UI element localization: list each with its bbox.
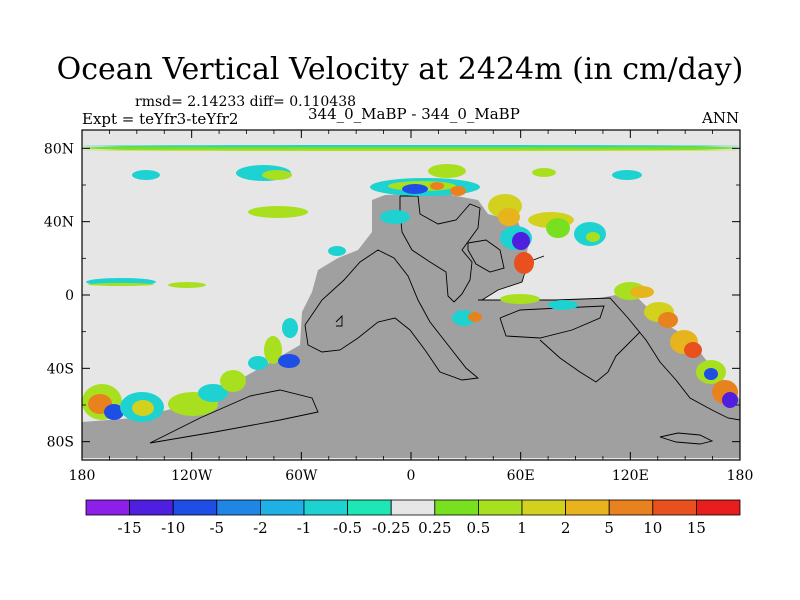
velocity-anomaly-patch	[548, 300, 578, 310]
y-tick-label: 80S	[47, 435, 74, 451]
colorbar-swatch	[608, 499, 654, 516]
colorbar-label: 10	[643, 519, 662, 537]
colorbar-swatch	[259, 499, 305, 516]
x-tick-label: 120W	[171, 468, 213, 484]
velocity-anomaly-patch	[282, 318, 298, 338]
x-tick-label: 120E	[612, 468, 649, 484]
colorbar-swatch	[477, 499, 523, 516]
velocity-anomaly-patch	[262, 170, 292, 180]
colorbar: -15 -10 -5 -2 -1 -0.5 -0.25 0.25 0.5 1 2 5 10 15	[85, 499, 741, 537]
colorbar-label: 15	[687, 519, 706, 537]
colorbar-label: 0.25	[418, 519, 451, 537]
y-tick-label: 40N	[44, 215, 74, 231]
velocity-anomaly-patch	[278, 354, 300, 368]
colorbar-swatch	[696, 499, 741, 516]
colorbar-swatch	[565, 499, 610, 516]
velocity-anomaly-patch	[612, 170, 642, 180]
topography-contour	[539, 331, 641, 383]
velocity-anomaly-patch	[248, 206, 308, 218]
colorbar-label: -2	[253, 519, 268, 537]
topography-contour	[478, 297, 740, 421]
colorbar-label: 0.5	[466, 519, 490, 537]
topography-contour	[304, 249, 480, 381]
velocity-anomaly-patch	[248, 356, 268, 370]
velocity-anomaly-patch	[82, 149, 740, 151]
colorbar-swatch	[434, 499, 479, 516]
y-tick-label: 40S	[47, 361, 74, 377]
velocity-anomaly-patch	[328, 246, 346, 256]
velocity-anomaly-patch	[532, 168, 556, 177]
season-label: ANN	[702, 109, 740, 127]
colorbar-label: 5	[604, 519, 614, 537]
velocity-anomaly-patch	[168, 282, 206, 288]
velocity-anomaly-patch	[380, 210, 410, 224]
velocity-anomaly-patch	[104, 404, 124, 420]
colorbar-swatch	[652, 499, 697, 516]
colorbar-label: -0.25	[372, 519, 410, 537]
x-tick-label: 0	[407, 468, 416, 484]
velocity-anomaly-patch	[402, 184, 428, 194]
topography-contour	[149, 389, 319, 444]
colorbar-label: 1	[517, 519, 527, 537]
velocity-anomaly-patch	[82, 145, 740, 147]
topography-contour	[399, 195, 481, 303]
velocity-anomaly-patch	[428, 164, 466, 178]
velocity-anomaly-patch	[132, 170, 160, 180]
experiment-label: Expt = teYfr3-teYfr2	[82, 110, 239, 128]
topography-contour	[659, 432, 714, 445]
velocity-anomaly-patch	[132, 400, 154, 416]
colorbar-label: -15	[118, 519, 142, 537]
velocity-anomaly-patch	[684, 342, 702, 358]
colorbar-swatch	[172, 499, 218, 516]
chart-title: Ocean Vertical Velocity at 2424m (in cm/…	[56, 52, 744, 87]
velocity-anomaly-patch	[500, 294, 540, 304]
topography-contour	[499, 305, 605, 339]
topography-contour	[467, 239, 505, 273]
colorbar-swatch	[216, 499, 261, 516]
velocity-anomaly-patch	[450, 186, 466, 196]
colorbar-swatch	[85, 499, 130, 516]
velocity-anomaly-patch	[512, 232, 530, 250]
velocity-anomaly-patch	[220, 370, 246, 392]
velocity-anomaly-patch	[586, 232, 600, 242]
y-tick-label: 80N	[44, 141, 74, 157]
velocity-anomaly-patch	[198, 384, 228, 402]
velocity-anomaly-patch	[546, 218, 570, 238]
x-tick-label: 180	[69, 468, 96, 484]
velocity-anomaly-patch	[658, 312, 678, 328]
colorbar-label: -0.5	[333, 519, 362, 537]
colorbar-swatch	[521, 499, 566, 516]
colorbar-swatch	[347, 499, 392, 516]
period-label: 344_0_MaBP - 344_0_MaBP	[308, 105, 520, 123]
landmass	[82, 193, 740, 458]
colorbar-label: -5	[209, 519, 224, 537]
map-layer	[82, 145, 740, 458]
velocity-anomaly-patch	[722, 392, 738, 408]
x-tick-label: 180	[727, 468, 754, 484]
velocity-anomaly-patch	[704, 368, 718, 380]
velocity-anomaly-patch	[630, 286, 654, 298]
landmass-inner	[462, 303, 606, 346]
colorbar-label: 2	[561, 519, 571, 537]
x-tick-label: 60W	[285, 468, 318, 484]
colorbar-swatch	[303, 499, 348, 516]
velocity-anomaly-patch	[88, 283, 154, 286]
velocity-anomaly-patch	[468, 312, 482, 322]
colorbar-label: -1	[297, 519, 312, 537]
velocity-anomaly-patch	[498, 208, 520, 226]
colorbar-label: -10	[161, 519, 185, 537]
velocity-anomaly-patch	[264, 336, 282, 364]
colorbar-swatch	[129, 499, 174, 516]
colorbar-swatch	[390, 499, 436, 516]
topography-contour	[335, 314, 343, 327]
stats-label: rmsd= 2.14233 diff= 0.110438	[135, 94, 357, 110]
x-tick-label: 60E	[507, 468, 535, 484]
velocity-anomaly-patch	[514, 252, 534, 274]
y-tick-label: 0	[65, 288, 74, 304]
axes-layer: 180 120W 60W 0 60E 120E 180 80N 40N 0 40S 80S	[44, 130, 753, 484]
velocity-anomaly-patch	[430, 182, 444, 190]
